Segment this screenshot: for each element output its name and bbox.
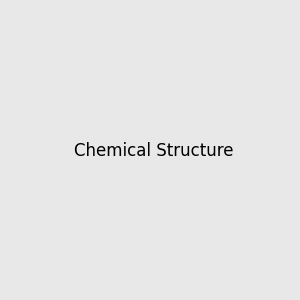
Text: Chemical Structure: Chemical Structure — [74, 142, 233, 160]
